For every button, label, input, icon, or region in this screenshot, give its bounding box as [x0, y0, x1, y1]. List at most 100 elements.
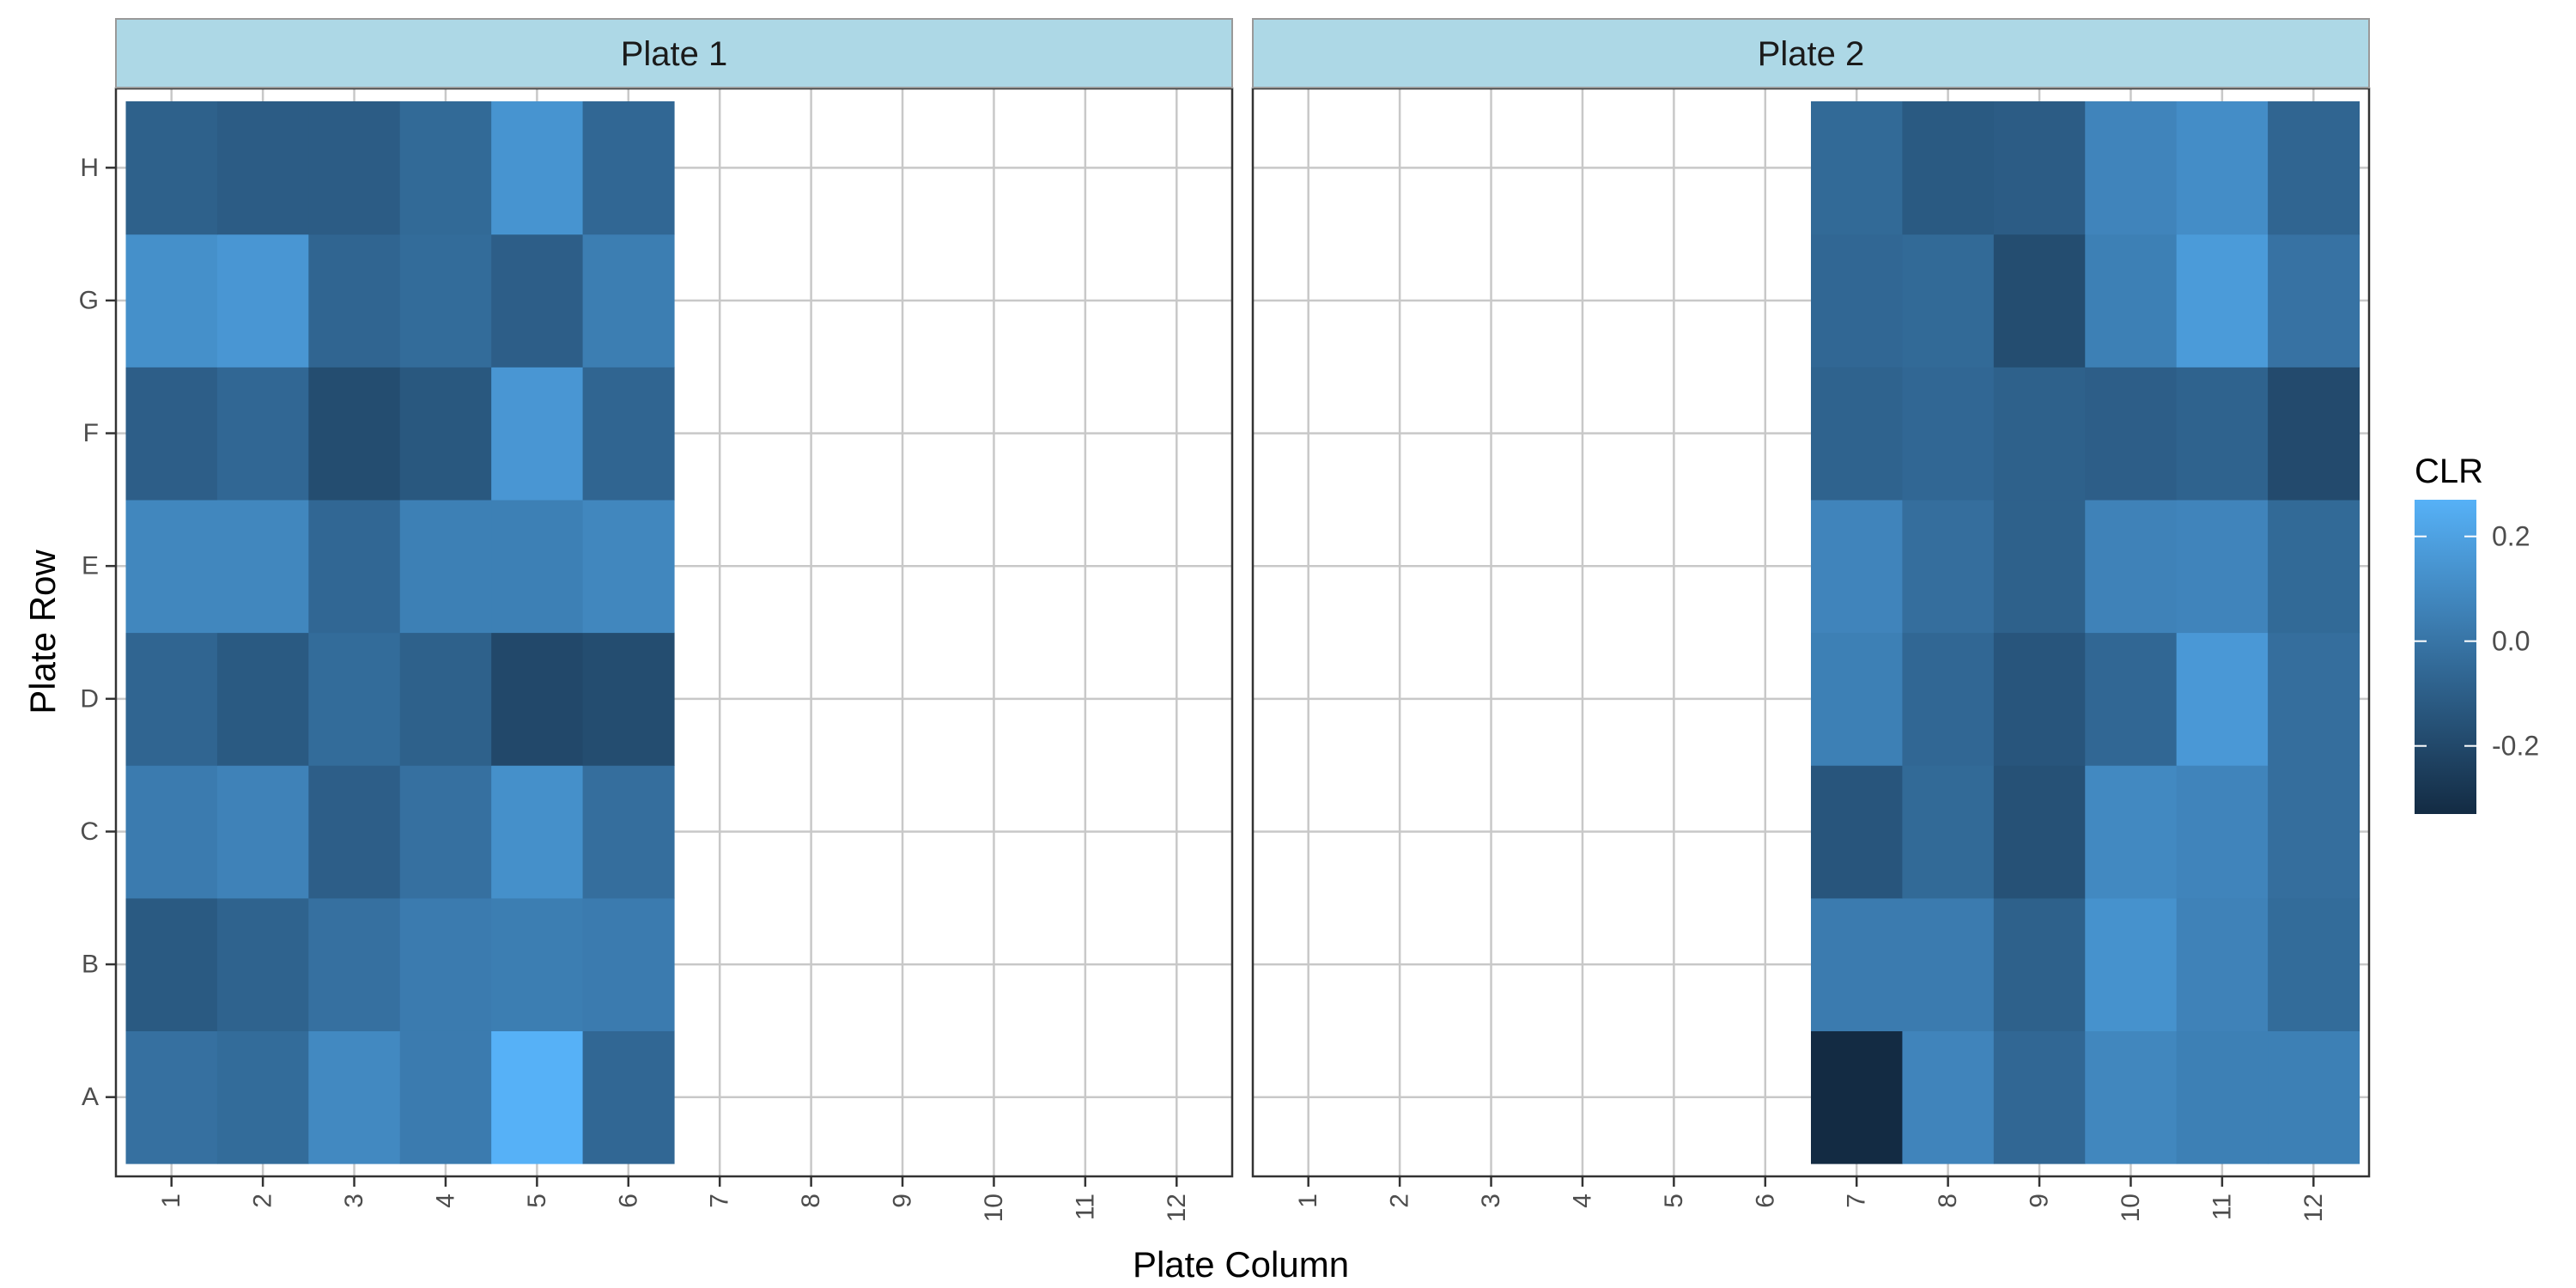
tile-G9	[1993, 234, 2086, 368]
tile-D11	[2176, 632, 2269, 766]
y-axis: A B C D E F G H	[79, 154, 116, 1111]
tile-A12	[2268, 1030, 2360, 1164]
strip-label: Plate 1	[621, 35, 728, 73]
tile-C2	[216, 765, 309, 899]
tile-G3	[308, 234, 401, 368]
tile-C3	[308, 765, 401, 899]
tile-D3	[308, 632, 401, 766]
tile-E9	[1993, 499, 2086, 634]
legend-tick-label: 0.0	[2492, 626, 2530, 657]
tile-F8	[1902, 367, 1995, 501]
y-tick-label: F	[83, 419, 99, 447]
tile-G2	[216, 234, 309, 368]
tile-H10	[2085, 101, 2178, 235]
x-tick-label: 12	[1163, 1194, 1191, 1222]
y-axis-title: Plate Row	[22, 550, 63, 714]
tile-H6	[582, 101, 675, 235]
tile-F7	[1811, 367, 1904, 501]
strip-background	[1252, 18, 2370, 88]
tile-E7	[1811, 499, 1904, 634]
x-tick-label: 6	[614, 1194, 642, 1208]
tile-A7	[1811, 1030, 1904, 1164]
tile-E4	[399, 499, 492, 634]
tile-D9	[1993, 632, 2086, 766]
y-tick-label: D	[80, 684, 99, 713]
x-tick-label: 10	[2117, 1194, 2145, 1222]
tile-H4	[399, 101, 492, 235]
tile-D1	[125, 632, 218, 766]
x-tick-label: 2	[1386, 1194, 1414, 1208]
tile-B9	[1993, 897, 2086, 1031]
legend-tick-label: 0.2	[2492, 521, 2530, 552]
x-axes: 1 2 3 4 5 6 7 8 9 10 11 12 1 2 3 4 5 6 7 8 9 10 11 12	[157, 1176, 2328, 1222]
x-tick-label: 7	[1843, 1194, 1871, 1208]
tile-B6	[582, 897, 675, 1031]
tile-H8	[1902, 101, 1995, 235]
facet-panels	[114, 87, 2371, 1178]
tile-G11	[2176, 234, 2269, 368]
tile-D4	[399, 632, 492, 766]
tile-H9	[1993, 101, 2086, 235]
x-tick-label: 10	[980, 1194, 1008, 1222]
legend-title: CLR	[2415, 453, 2483, 490]
x-tick-label: 9	[889, 1194, 917, 1208]
tile-H11	[2176, 101, 2269, 235]
x-axis-panel-2: 1 2 3 4 5 6 7 8 9 10 11 12	[1294, 1176, 2328, 1222]
y-tick-label: E	[82, 552, 99, 580]
tile-B7	[1811, 897, 1904, 1031]
tile-E6	[582, 499, 675, 634]
x-tick-label: 9	[2026, 1194, 2054, 1208]
tile-F6	[582, 367, 675, 501]
tile-B4	[399, 897, 492, 1031]
tile-G6	[582, 234, 675, 368]
x-tick-label: 2	[249, 1194, 277, 1208]
tile-G8	[1902, 234, 1995, 368]
tile-A5	[491, 1030, 584, 1164]
y-tick-label: H	[80, 154, 99, 182]
tile-C11	[2176, 765, 2269, 899]
x-tick-label: 1	[157, 1194, 185, 1208]
tile-D10	[2085, 632, 2178, 766]
tile-C9	[1993, 765, 2086, 899]
y-tick-label: G	[79, 286, 99, 314]
panel-1	[114, 87, 1234, 1178]
tile-D6	[582, 632, 675, 766]
tile-F2	[216, 367, 309, 501]
tile-B11	[2176, 897, 2269, 1031]
tile-A11	[2176, 1030, 2269, 1164]
x-tick-label: 12	[2300, 1194, 2328, 1222]
tile-E8	[1902, 499, 1995, 634]
x-tick-label: 3	[1477, 1194, 1505, 1208]
tile-E10	[2085, 499, 2178, 634]
tile-G10	[2085, 234, 2178, 368]
tile-A10	[2085, 1030, 2178, 1164]
tile-E2	[216, 499, 309, 634]
tile-G12	[2268, 234, 2360, 368]
legend-colorbar	[2415, 500, 2476, 814]
x-tick-label: 5	[523, 1194, 551, 1208]
tile-F11	[2176, 367, 2269, 501]
x-tick-label: 1	[1294, 1194, 1322, 1208]
tile-B2	[216, 897, 309, 1031]
tile-D5	[491, 632, 584, 766]
tile-C7	[1811, 765, 1904, 899]
x-axis-panel-1: 1 2 3 4 5 6 7 8 9 10 11 12	[157, 1176, 1191, 1222]
y-tick-label: B	[82, 951, 99, 979]
tile-B12	[2268, 897, 2360, 1031]
x-axis-title: Plate Column	[1133, 1244, 1349, 1285]
tile-H12	[2268, 101, 2360, 235]
x-tick-label: 4	[1568, 1194, 1596, 1208]
tile-F4	[399, 367, 492, 501]
tile-C5	[491, 765, 584, 899]
tile-H7	[1811, 101, 1904, 235]
tile-B3	[308, 897, 401, 1031]
tile-E1	[125, 499, 218, 634]
tile-D2	[216, 632, 309, 766]
tile-F5	[491, 367, 584, 501]
y-tick-label: A	[82, 1083, 99, 1111]
tile-E11	[2176, 499, 2269, 634]
tile-A9	[1993, 1030, 2086, 1164]
x-tick-label: 7	[706, 1194, 734, 1208]
tile-C4	[399, 765, 492, 899]
